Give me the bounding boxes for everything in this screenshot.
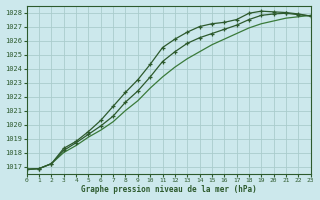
X-axis label: Graphe pression niveau de la mer (hPa): Graphe pression niveau de la mer (hPa) [81, 185, 257, 194]
